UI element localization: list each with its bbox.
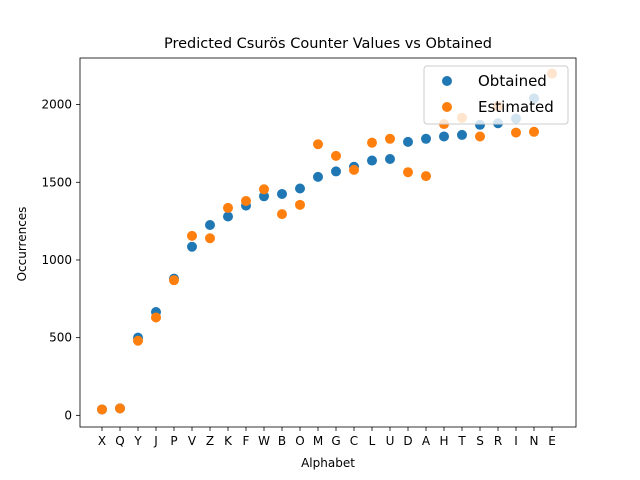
point-estimated-B	[277, 209, 287, 220]
point-obtained-D	[403, 136, 413, 147]
point-obtained-T	[457, 129, 467, 140]
point-estimated-P	[169, 275, 179, 286]
x-tick-label-W: W	[258, 434, 270, 448]
y-tick-label-1000: 1000	[41, 253, 72, 267]
point-estimated-D	[403, 167, 413, 178]
x-tick-label-K: K	[224, 434, 233, 448]
x-tick-label-N: N	[530, 434, 539, 448]
x-tick-label-F: F	[243, 434, 250, 448]
x-tick-label-Y: Y	[133, 434, 142, 448]
legend: Obtained Estimated	[423, 65, 569, 125]
point-obtained-K	[223, 211, 233, 222]
x-tick-label-V: V	[188, 434, 197, 448]
legend-marker-estimated	[442, 102, 452, 112]
point-estimated-G	[331, 150, 341, 161]
point-estimated-O	[295, 199, 305, 210]
point-obtained-B	[277, 188, 287, 199]
x-tick-label-R: R	[494, 434, 502, 448]
legend-box	[423, 65, 569, 125]
point-obtained-L	[367, 155, 377, 166]
x-tick-label-G: G	[331, 434, 340, 448]
point-estimated-I	[511, 127, 521, 138]
x-tick-label-Z: Z	[206, 434, 214, 448]
point-obtained-H	[439, 131, 449, 142]
x-tick-label-J: J	[153, 434, 158, 448]
point-estimated-C	[349, 164, 359, 175]
x-tick-label-U: U	[386, 434, 395, 448]
point-estimated-N	[529, 126, 539, 137]
y-tick-label-2000: 2000	[41, 98, 72, 112]
point-estimated-M	[313, 139, 323, 150]
x-tick-label-Q: Q	[115, 434, 124, 448]
point-estimated-Y	[133, 335, 143, 346]
y-tick-label-0: 0	[64, 408, 72, 422]
x-tick-label-H: H	[439, 434, 448, 448]
y-tick-label-1500: 1500	[41, 175, 72, 189]
point-estimated-Z	[205, 233, 215, 244]
x-tick-label-D: D	[403, 434, 412, 448]
x-tick-label-P: P	[170, 434, 177, 448]
x-tick-label-A: A	[422, 434, 431, 448]
point-estimated-X	[97, 404, 107, 415]
axes: X Q Y J P V Z K F W B O M G C L U D A H T S R I N E 0 500 1000 1500 20…	[41, 57, 577, 448]
y-tick-label-500: 500	[49, 331, 72, 345]
x-tick-label-E: E	[548, 434, 556, 448]
legend-label-obtained: Obtained	[478, 72, 547, 90]
chart-title: Predicted Csurös Counter Values vs Obtai…	[164, 36, 492, 52]
x-tick-label-L: L	[369, 434, 376, 448]
point-estimated-S	[475, 131, 485, 142]
x-tick-label-S: S	[476, 434, 484, 448]
point-estimated-U	[385, 133, 395, 144]
point-obtained-G	[331, 166, 341, 177]
x-tick-label-T: T	[457, 434, 466, 448]
point-estimated-K	[223, 202, 233, 213]
legend-marker-obtained	[442, 76, 452, 86]
x-axis-label: Alphabet	[301, 456, 355, 470]
point-obtained-W	[259, 191, 269, 202]
point-estimated-A	[421, 171, 431, 182]
point-estimated-Q	[115, 403, 125, 414]
x-tick-label-X: X	[98, 434, 106, 448]
x-tick-label-C: C	[350, 434, 358, 448]
point-obtained-A	[421, 133, 431, 144]
x-tick-label-B: B	[278, 434, 286, 448]
x-tick-label-O: O	[295, 434, 304, 448]
point-estimated-V	[187, 230, 197, 241]
point-obtained-Z	[205, 220, 215, 231]
y-axis-label: Occurrences	[15, 207, 29, 282]
point-estimated-J	[151, 312, 161, 323]
point-obtained-M	[313, 171, 323, 182]
x-tick-label-I: I	[514, 434, 518, 448]
point-obtained-O	[295, 183, 305, 194]
legend-label-estimated: Estimated	[478, 98, 554, 116]
point-obtained-V	[187, 241, 197, 252]
point-estimated-F	[241, 195, 251, 206]
point-obtained-U	[385, 153, 395, 164]
point-estimated-W	[259, 184, 269, 195]
plot-frame	[79, 57, 577, 428]
point-estimated-L	[367, 137, 377, 148]
x-tick-label-M: M	[313, 434, 323, 448]
